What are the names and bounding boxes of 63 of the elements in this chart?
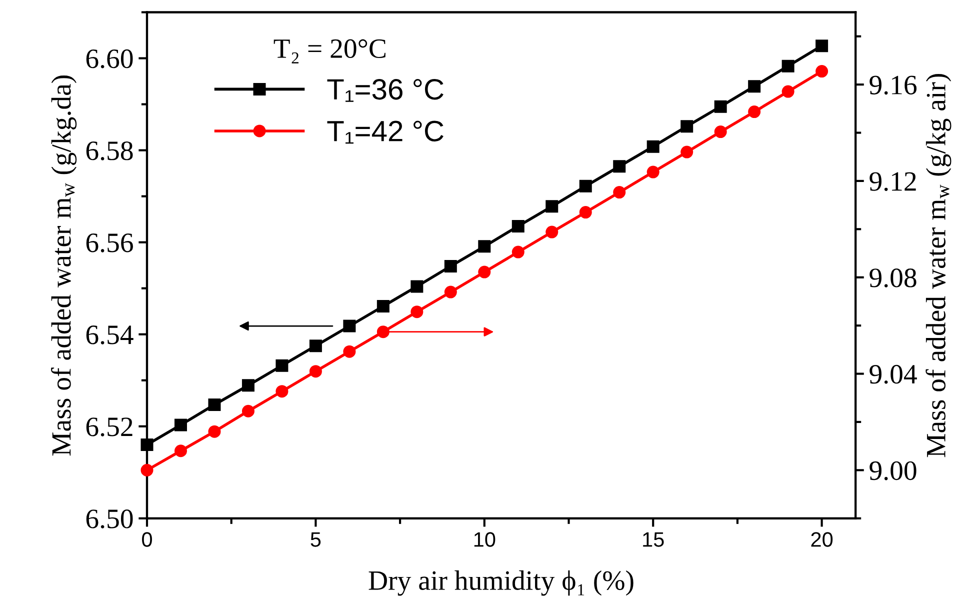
y-tick-label: 6.50 [86,510,133,528]
point [343,320,356,332]
point [816,65,828,78]
point [816,40,828,52]
point [343,345,356,358]
point [748,106,761,118]
point [478,240,491,253]
x-tick-label: 15 [643,532,664,547]
x-tick-label: 0 [142,532,152,547]
point [309,365,322,378]
x-tick-label: 5 [310,532,321,547]
point [276,359,288,372]
y-axis-title: Mass of added water m$_{w}$ (g/kg.da) [51,76,77,456]
y-tick-label: 6.56 [86,234,133,252]
point [174,444,187,458]
y2-tick-label: 9.00 [870,461,916,480]
point [546,200,558,213]
legend-label: T₁=42 °C [327,120,444,144]
point [646,140,660,153]
point [680,146,694,158]
point [546,226,558,238]
point [579,206,592,219]
y2-tick-label: 9.04 [870,364,917,384]
point [208,398,221,411]
point [376,300,390,312]
point [748,80,761,93]
point [613,186,626,199]
point [174,418,187,432]
x-tick-label: 20 [811,532,833,547]
y-tick-label: 6.54 [86,326,134,344]
point [782,60,794,72]
y-tick-label: 6.58 [86,141,133,160]
point [646,166,660,178]
legend-title: T₂ = 20°C [274,39,386,64]
y2-tick-label: 9.08 [870,268,916,288]
point [579,180,592,192]
point [714,126,727,138]
point [714,100,727,113]
point [680,120,694,133]
x-tick-label: 10 [474,532,496,547]
point [782,85,794,98]
point [208,425,221,438]
point [444,286,457,298]
legend-label: T₁=36 °C [327,79,444,102]
y2-tick-label: 9.12 [870,172,916,191]
point [512,246,524,258]
y-tick-label: 6.60 [86,49,133,68]
point [478,266,491,278]
point [242,379,254,392]
point [242,404,254,418]
y2-tick-label: 9.16 [870,76,917,95]
point [613,160,626,173]
point [444,260,457,272]
point [410,306,424,318]
point [410,280,424,293]
y-tick-label: 6.52 [86,418,132,436]
point [309,340,322,352]
point [140,464,154,476]
point [512,220,524,232]
point [276,385,288,398]
x-axis-title: Dry air humidity ϕ₁ (%) [368,570,634,596]
point [376,326,390,338]
y2-axis-title: Mass of added water m$_{w}$ (g/kg air) [926,74,952,458]
